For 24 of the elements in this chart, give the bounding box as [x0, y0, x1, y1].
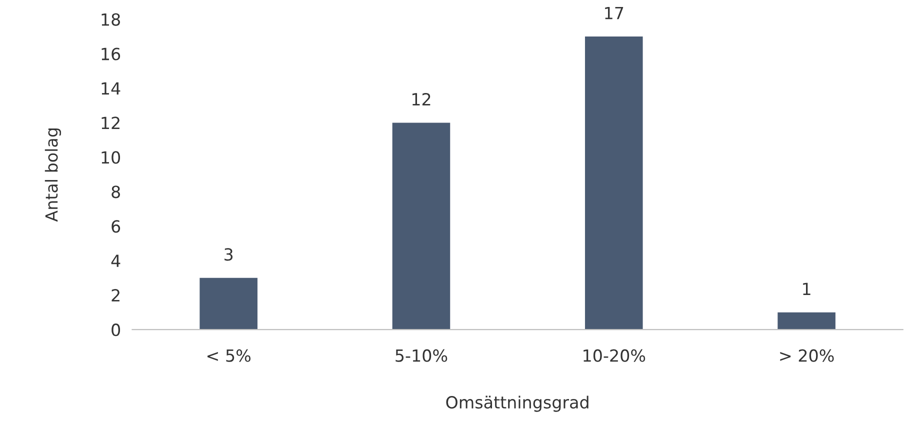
- x-axis-title: Omsättningsgrad: [446, 396, 588, 412]
- data-label: 3: [224, 248, 233, 261]
- data-label: 17: [605, 6, 624, 20]
- bar: [200, 278, 258, 330]
- y-tick-label: 2: [112, 289, 120, 302]
- x-tick-label: 10-20%: [584, 349, 646, 362]
- x-tick-label: > 20%: [780, 349, 834, 362]
- data-label: 1: [803, 282, 810, 295]
- y-axis-title: Antal bolag: [44, 128, 62, 222]
- y-tick-label: 6: [112, 220, 120, 233]
- y-tick-label: 0: [112, 324, 120, 336]
- x-tick-label: < 5%: [207, 349, 250, 362]
- y-tick-label: 4: [111, 254, 120, 267]
- y-tick-label: 18: [102, 13, 120, 26]
- y-tick-label: 8: [112, 186, 120, 198]
- y-tick-label: 12: [102, 116, 120, 130]
- y-tick-label: 10: [102, 151, 120, 164]
- x-tick-label: 5-10%: [396, 349, 448, 362]
- y-tick-label: 16: [102, 48, 120, 60]
- bar: [778, 312, 836, 330]
- bar: [392, 122, 450, 330]
- y-tick-label: 14: [102, 82, 120, 95]
- data-label: 12: [412, 92, 430, 106]
- bar: [584, 36, 643, 330]
